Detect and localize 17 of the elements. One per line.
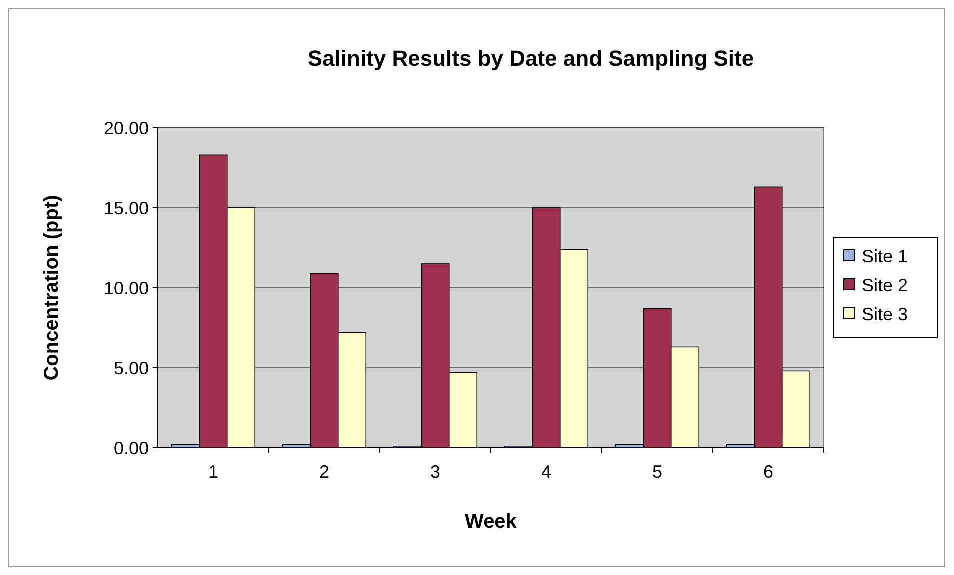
y-axis-title: Concentration (ppt) <box>41 195 63 381</box>
legend-label: Site 1 <box>862 246 908 266</box>
legend-label: Site 2 <box>862 275 908 296</box>
y-tick-label: 5.00 <box>114 358 149 378</box>
x-axis-title: Week <box>465 511 518 533</box>
x-tick-label: 3 <box>430 462 441 482</box>
x-tick-label: 5 <box>652 462 663 482</box>
y-tick-label: 15.00 <box>104 198 149 218</box>
y-tick-label: 20.00 <box>104 118 149 138</box>
x-tick-label: 6 <box>763 462 774 482</box>
chart-title: Salinity Results by Date and Sampling Site <box>308 46 754 71</box>
y-tick-label: 10.00 <box>104 278 149 298</box>
legend-label: Site 3 <box>862 304 908 324</box>
x-tick-label: 1 <box>208 462 219 482</box>
y-tick-label: 0.00 <box>114 438 149 458</box>
x-tick-label: 4 <box>541 462 552 482</box>
x-tick-label: 2 <box>319 462 330 482</box>
